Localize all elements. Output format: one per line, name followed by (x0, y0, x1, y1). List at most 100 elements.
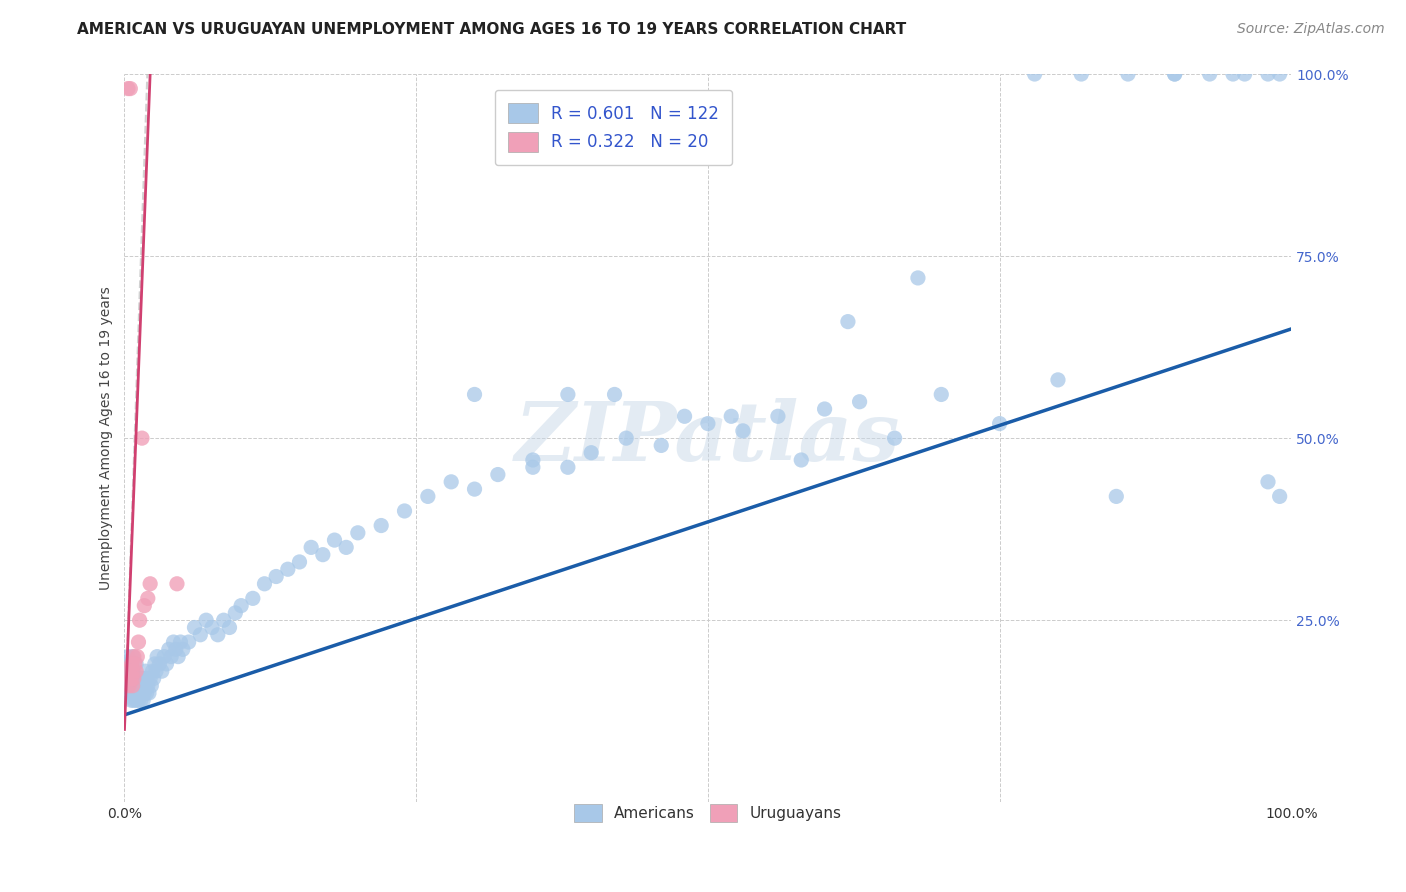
Point (242, 591, 264, 606)
Point (127, 686, 149, 700)
Point (177, 635, 200, 649)
Point (1116, 67, 1139, 81)
Point (288, 555, 311, 569)
Point (138, 686, 160, 700)
Point (131, 431, 153, 445)
Point (145, 664, 167, 678)
Point (134, 599, 156, 613)
Text: ZIPatlas: ZIPatlas (515, 398, 901, 478)
Point (183, 620, 205, 634)
Point (557, 387, 579, 401)
Point (218, 620, 240, 634)
Point (155, 657, 177, 671)
Point (172, 642, 194, 657)
Point (347, 525, 370, 540)
Point (201, 620, 224, 634)
Point (323, 533, 346, 547)
Point (143, 657, 166, 671)
Point (522, 453, 544, 467)
Point (579, 446, 602, 460)
Point (1268, 490, 1291, 504)
Point (118, 657, 141, 671)
Point (122, 649, 145, 664)
Point (121, 679, 143, 693)
Point (127, 693, 149, 707)
Point (124, 672, 146, 686)
Point (127, 679, 149, 693)
Point (121, 657, 143, 671)
Point (141, 679, 163, 693)
Point (207, 628, 229, 642)
Point (673, 409, 696, 424)
Point (650, 438, 672, 452)
Point (117, 679, 139, 693)
Point (125, 693, 148, 707)
Point (988, 417, 1011, 431)
Point (165, 642, 187, 657)
Point (1257, 475, 1279, 489)
Point (146, 649, 169, 664)
Point (212, 613, 235, 627)
Point (253, 576, 276, 591)
Point (167, 649, 190, 664)
Point (1046, 373, 1069, 387)
Point (1233, 67, 1256, 81)
Point (121, 672, 143, 686)
Point (134, 672, 156, 686)
Point (1163, 67, 1185, 81)
Point (118, 672, 141, 686)
Point (188, 628, 211, 642)
Point (129, 679, 152, 693)
Point (124, 657, 146, 671)
Point (312, 548, 335, 562)
Point (486, 467, 509, 482)
Point (790, 453, 813, 467)
Point (231, 599, 253, 613)
Point (127, 635, 149, 649)
Point (121, 657, 143, 671)
Point (118, 679, 141, 693)
Point (153, 649, 176, 664)
Point (162, 635, 184, 649)
Point (416, 490, 439, 504)
Point (134, 664, 156, 678)
Point (160, 649, 183, 664)
Point (122, 664, 145, 678)
Point (136, 591, 159, 606)
Point (1222, 67, 1244, 81)
Point (128, 613, 150, 627)
Point (883, 431, 905, 445)
Point (264, 569, 287, 583)
Point (131, 672, 153, 686)
Point (1105, 490, 1128, 504)
Point (121, 693, 143, 707)
Point (1257, 67, 1279, 81)
Point (157, 642, 180, 657)
Point (129, 693, 152, 707)
Point (766, 409, 789, 424)
Point (120, 672, 142, 686)
Point (122, 672, 145, 686)
Point (394, 504, 416, 518)
Point (139, 576, 162, 591)
Point (696, 417, 718, 431)
Point (907, 271, 929, 285)
Point (370, 518, 392, 533)
Point (121, 679, 143, 693)
Point (440, 475, 463, 489)
Point (1198, 67, 1220, 81)
Point (122, 693, 145, 707)
Point (299, 541, 322, 555)
Point (128, 686, 150, 700)
Point (117, 81, 139, 95)
Point (224, 606, 246, 620)
Point (277, 562, 299, 576)
Point (128, 672, 150, 686)
Point (1024, 67, 1046, 81)
Point (813, 402, 835, 417)
Point (131, 686, 153, 700)
Point (132, 693, 155, 707)
Point (169, 635, 191, 649)
Point (557, 460, 579, 475)
Point (464, 387, 486, 401)
